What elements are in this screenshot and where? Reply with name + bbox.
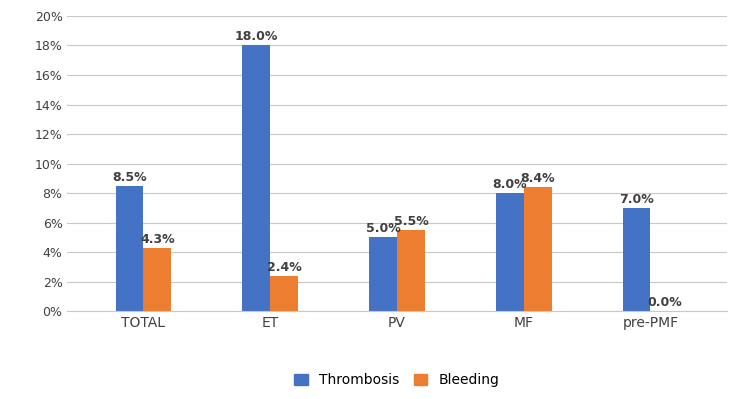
Text: 18.0%: 18.0% <box>234 30 278 43</box>
Bar <box>243 45 270 311</box>
Text: 8.4%: 8.4% <box>521 172 555 185</box>
Text: 5.5%: 5.5% <box>393 215 428 228</box>
Bar <box>622 208 650 311</box>
Text: 5.0%: 5.0% <box>366 222 401 235</box>
Bar <box>524 187 551 311</box>
Bar <box>369 237 397 311</box>
Bar <box>496 193 524 311</box>
Bar <box>115 186 144 311</box>
Text: 8.0%: 8.0% <box>493 178 527 191</box>
Bar <box>397 230 425 311</box>
Text: 4.3%: 4.3% <box>140 233 175 245</box>
Bar <box>270 276 298 311</box>
Text: 8.5%: 8.5% <box>112 170 147 184</box>
Text: 0.0%: 0.0% <box>647 296 682 309</box>
Bar <box>144 248 172 311</box>
Text: 2.4%: 2.4% <box>267 261 302 274</box>
Legend: Thrombosis, Bleeding: Thrombosis, Bleeding <box>289 368 505 393</box>
Text: 7.0%: 7.0% <box>619 193 654 205</box>
